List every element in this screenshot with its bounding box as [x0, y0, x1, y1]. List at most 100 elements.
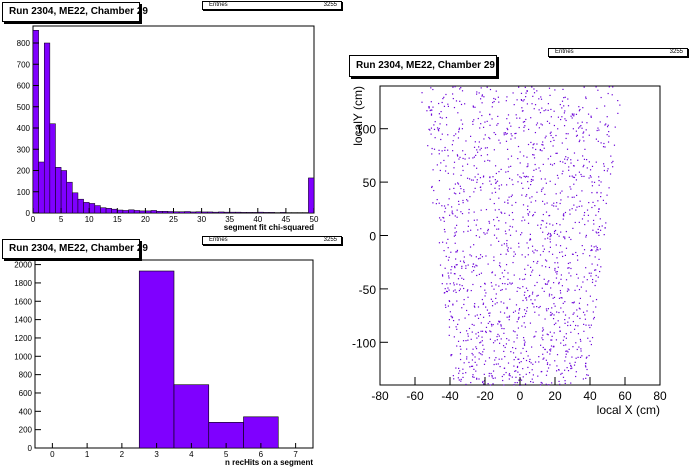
- xy-data-point: [580, 125, 582, 127]
- xy-data-point: [500, 168, 502, 171]
- xy-data-point: [465, 140, 467, 142]
- xy-data-point: [467, 335, 469, 337]
- xy-data-point: [597, 276, 599, 278]
- xy-data-point: [477, 151, 479, 153]
- xy-data-point: [585, 234, 587, 237]
- xy-data-point: [460, 174, 462, 176]
- xy-data-point: [569, 213, 571, 215]
- xy-data-point: [465, 383, 467, 386]
- xy-data-point: [583, 276, 585, 278]
- xy-data-point: [539, 305, 541, 308]
- xy-data-point: [522, 286, 524, 288]
- nhits-x-tick-label: 5: [224, 450, 229, 459]
- chi2-bin-bar: [77, 198, 84, 214]
- xy-data-point: [500, 301, 502, 303]
- xy-data-point: [461, 267, 463, 269]
- xy-data-point: [506, 316, 508, 318]
- xy-data-point: [552, 145, 554, 147]
- xy-data-point: [477, 229, 479, 231]
- xy-data-point: [555, 271, 557, 273]
- xy-data-point: [511, 211, 514, 214]
- xy-data-point: [559, 383, 561, 385]
- xy-data-point: [599, 218, 601, 220]
- xy-data-point: [591, 206, 593, 209]
- xy-data-point: [563, 97, 565, 99]
- xy-data-point: [487, 159, 489, 161]
- xy-data-point: [484, 147, 487, 149]
- xy-data-point: [534, 104, 537, 106]
- xy-data-point: [489, 198, 491, 200]
- xy-data-point: [570, 275, 572, 277]
- xy-data-point: [545, 283, 547, 286]
- xy-data-point: [565, 137, 567, 140]
- xy-data-point: [441, 133, 443, 135]
- xy-data-point: [567, 105, 570, 107]
- xy-data-point: [572, 253, 574, 255]
- xy-data-point: [454, 289, 456, 291]
- xy-data-point: [455, 100, 458, 102]
- xy-data-point: [556, 273, 558, 275]
- xy-data-point: [480, 353, 482, 355]
- xy-data-point: [522, 336, 525, 339]
- xy-data-point: [523, 344, 526, 346]
- xy-data-point: [445, 165, 447, 167]
- xy-data-point: [484, 282, 486, 285]
- xy-data-point: [498, 188, 500, 190]
- xy-data-point: [510, 283, 512, 285]
- xy-data-point: [501, 327, 503, 330]
- xy-data-point: [564, 369, 566, 371]
- xy-data-point: [498, 335, 500, 337]
- xy-data-point: [480, 285, 482, 288]
- xy-data-point: [592, 300, 594, 302]
- xy-data-point: [513, 251, 515, 253]
- xy-data-point: [561, 372, 563, 374]
- xy-data-point: [525, 359, 528, 362]
- xy-data-point: [453, 192, 456, 194]
- xy-data-point: [459, 100, 461, 102]
- xy-data-point: [559, 289, 562, 292]
- xy-data-point: [464, 103, 466, 105]
- xy-data-point: [562, 311, 564, 313]
- xy-data-point: [523, 126, 525, 128]
- xy-data-point: [581, 245, 583, 247]
- xy-data-point: [543, 248, 545, 250]
- xy-data-point: [514, 132, 516, 135]
- xy-data-point: [456, 154, 459, 156]
- xy-data-point: [577, 159, 579, 161]
- xy-data-point: [460, 103, 463, 106]
- chi2-x-tick-label: 40: [253, 215, 262, 224]
- xy-data-point: [452, 304, 454, 306]
- xy-data-point: [581, 355, 583, 357]
- xy-data-point: [476, 265, 478, 267]
- xy-data-point: [586, 368, 588, 371]
- xy-data-point: [603, 169, 605, 172]
- xy-data-point: [524, 86, 526, 89]
- xy-data-point: [514, 310, 517, 312]
- xy-data-point: [543, 290, 545, 293]
- xy-data-point: [432, 106, 434, 108]
- chi2-y-tick-label: 200: [17, 167, 31, 176]
- xy-data-point: [489, 176, 491, 178]
- xy-data-point: [452, 140, 454, 142]
- xy-data-point: [534, 335, 536, 337]
- xy-data-point: [455, 231, 458, 233]
- xy-data-point: [494, 209, 496, 211]
- xy-data-point: [448, 319, 451, 321]
- xy-data-point: [532, 144, 534, 146]
- xy-data-point: [523, 130, 525, 132]
- xy-data-point: [564, 238, 566, 240]
- xy-data-point: [489, 160, 491, 162]
- xy-data-point: [566, 367, 568, 369]
- xy-data-point: [498, 321, 500, 323]
- xy-data-point: [604, 146, 606, 148]
- xy-data-point: [455, 291, 457, 294]
- xy-data-point: [587, 113, 590, 115]
- xy-data-point: [608, 86, 610, 88]
- xy-data-point: [577, 277, 579, 279]
- nhits-stats-box: Entries 3255: [202, 236, 342, 245]
- xy-data-point: [592, 219, 595, 222]
- xy-data-point: [522, 357, 525, 360]
- xy-data-point: [594, 256, 596, 258]
- xy-data-point: [582, 252, 584, 255]
- xy-data-point: [583, 158, 586, 160]
